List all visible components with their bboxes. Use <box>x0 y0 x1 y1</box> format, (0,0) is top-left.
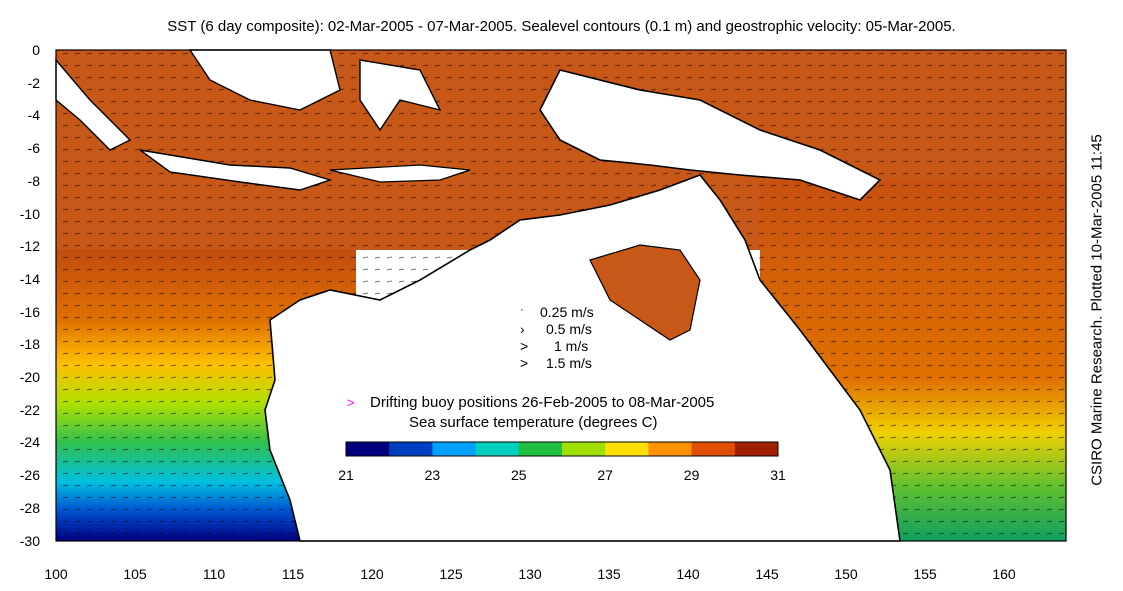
velocity-legend-label: 0.5 m/s <box>546 321 592 337</box>
sulawesi-island <box>359 59 442 132</box>
gulf-of-carpentaria <box>589 244 701 341</box>
colorbar-segment <box>432 442 477 456</box>
x-tick-label: 160 <box>992 566 1016 582</box>
y-tick-label: -18 <box>19 336 40 353</box>
map-title: SST (6 day composite): 02-Mar-2005 - 07-… <box>167 18 956 35</box>
velocity-legend-glyph: > <box>520 355 529 371</box>
x-tick-label: 155 <box>913 566 937 582</box>
y-tick-label: -28 <box>19 499 40 516</box>
y-tick-label: -8 <box>27 172 40 189</box>
colorbar-tick-label: 31 <box>770 467 786 483</box>
colorbar-segment <box>475 442 520 456</box>
new-guinea-island <box>539 69 882 201</box>
colorbar-segment <box>691 442 736 456</box>
y-tick-label: -22 <box>19 401 40 418</box>
velocity-legend-glyph: › <box>520 321 525 337</box>
x-tick-label: 115 <box>281 566 305 582</box>
y-tick-label: -20 <box>19 369 40 385</box>
timor-island <box>329 164 471 183</box>
x-tick-label: 100 <box>44 566 68 582</box>
x-tick-label: 130 <box>518 566 542 582</box>
colorbar-tick-label: 25 <box>511 467 527 483</box>
x-tick-label: 105 <box>123 566 147 582</box>
colorbar-tick-label: 29 <box>683 467 700 483</box>
y-tick-label: -12 <box>19 238 40 255</box>
velocity-legend-label: 1.5 m/s <box>546 355 592 371</box>
colorbar-tick-label: 23 <box>424 467 441 483</box>
buoy-legend-label: Drifting buoy positions 26-Feb-2005 to 0… <box>370 394 715 411</box>
x-tick-label: 135 <box>597 566 621 582</box>
y-tick-label: -30 <box>19 532 40 549</box>
colorbar-segment <box>734 442 779 456</box>
credit-text: CSIRO Marine Research. Plotted 10-Mar-20… <box>1088 134 1106 486</box>
colorbar-segment <box>648 442 693 456</box>
colorbar-tick-label: 27 <box>597 467 613 483</box>
colorbar-segment <box>562 442 606 456</box>
colorbar-frame <box>345 441 779 457</box>
velocity-legend-glyph: > <box>520 338 529 354</box>
plot-frame <box>55 49 1067 542</box>
y-tick-label: -10 <box>19 205 40 222</box>
x-tick-label: 145 <box>755 566 779 582</box>
y-tick-label: -14 <box>19 270 40 287</box>
x-tick-label: 110 <box>202 566 226 582</box>
colorbar-segment <box>605 442 649 456</box>
colorbar-segment <box>518 442 563 456</box>
velocity-legend-label: 0.25 m/s <box>540 304 594 320</box>
y-tick-label: -2 <box>27 74 40 91</box>
x-tick-label: 140 <box>676 566 700 582</box>
velocity-legend-label: 1 m/s <box>554 338 589 354</box>
colorbar-label: Sea surface temperature (degrees C) <box>409 414 658 431</box>
y-tick-label: -26 <box>19 467 40 484</box>
x-tick-label: 120 <box>360 566 384 582</box>
y-tick-label: 0 <box>32 42 40 58</box>
colorbar-tick-label: 21 <box>338 467 354 483</box>
buoy-marker: > <box>347 395 355 410</box>
velocity-legend-glyph: ˑ <box>520 304 524 320</box>
x-tick-label: 150 <box>834 566 858 582</box>
y-tick-label: -24 <box>19 434 40 451</box>
y-tick-label: -4 <box>27 107 40 124</box>
colorbar-segment <box>346 442 390 456</box>
x-tick-label: 125 <box>439 566 463 582</box>
colorbar-segment <box>389 442 433 456</box>
colorbar <box>345 441 779 457</box>
y-tick-label: -6 <box>27 140 40 157</box>
java-island <box>139 149 333 191</box>
y-tick-label: -16 <box>19 303 40 320</box>
